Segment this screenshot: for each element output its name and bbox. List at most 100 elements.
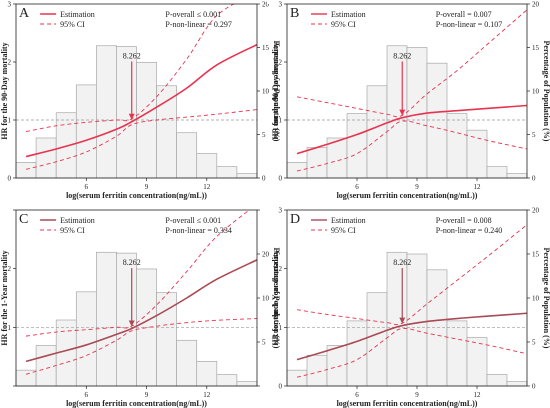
x-tick-label: 9: [145, 183, 149, 191]
histogram-bar: [55, 112, 77, 179]
knot-label: 8.262: [123, 258, 141, 267]
clip-mask-top: [267, 202, 547, 210]
histogram-bar: [35, 345, 57, 387]
x-tick-label: 12: [474, 183, 482, 191]
stat-p-nonlinear: P-non-linear = 0.297: [165, 20, 232, 29]
stat-p-overall: P-overall = 0.007: [436, 10, 492, 19]
x-axis-label: log(serum ferritin concentration(ng/mL)): [337, 191, 478, 200]
histogram-bar: [176, 339, 198, 387]
legend-estimation-label: Estimation: [60, 216, 95, 225]
histogram-bar: [326, 345, 348, 387]
histogram-bar: [236, 173, 258, 179]
histogram-bar: [466, 337, 488, 387]
y-tick-label: 2: [8, 59, 12, 67]
histogram-bar: [75, 84, 97, 179]
y-tick-label: 0: [279, 383, 283, 391]
y2-axis-label: Percentage of Population (%): [542, 41, 550, 142]
x-tick-label: 9: [415, 391, 419, 399]
histogram-bar: [286, 369, 308, 387]
estimation-line: [25, 43, 258, 158]
y2-tick-label: 20: [262, 1, 270, 9]
y-tick-label: 0: [279, 175, 283, 183]
histogram-bar: [15, 162, 37, 179]
histogram-bar: [156, 85, 177, 179]
knot-label: 8.262: [393, 51, 411, 60]
histogram-bar: [446, 320, 468, 387]
histogram-bar: [446, 113, 468, 179]
histogram-bar: [346, 113, 368, 179]
histogram: [286, 45, 528, 179]
y-tick-label: 1: [8, 117, 12, 125]
histogram-bar: [75, 291, 97, 387]
histogram-bar: [366, 85, 388, 179]
x-tick-label: 9: [415, 183, 419, 191]
y-tick-label: 2: [279, 59, 283, 67]
y2-tick-label: 10: [532, 295, 540, 303]
histogram-bar: [96, 251, 117, 387]
y-axis-label: HR for the 90-Day mortality: [271, 42, 280, 139]
histogram-bar: [35, 137, 57, 179]
knot-label: 8.262: [123, 51, 141, 60]
histogram-bar: [366, 292, 388, 387]
x-tick-label: 12: [203, 391, 211, 399]
x-tick-label: 9: [145, 391, 149, 399]
x-axis-label: log(serum ferritin concentration(ng/mL)): [66, 191, 207, 200]
y2-tick-label: 0: [532, 175, 536, 183]
y-tick-label: 3: [279, 1, 283, 9]
histogram-bar: [346, 320, 368, 387]
y2-tick-label: 10: [262, 88, 270, 96]
y-tick-label: 2: [8, 265, 12, 273]
y2-tick-label: 5: [262, 131, 266, 139]
clip-mask-top: [0, 0, 277, 4]
y-axis-label: HR for the 90-Day mortality: [0, 42, 9, 139]
y2-tick-label: 15: [532, 44, 540, 52]
stat-p-nonlinear: P-non-linear = 0.240: [436, 226, 503, 235]
legend-estimation-label: Estimation: [331, 10, 366, 19]
histogram: [286, 251, 528, 387]
y2-tick-label: 10: [262, 295, 270, 303]
x-tick-label: 6: [85, 183, 89, 191]
legend-estimation-label: Estimation: [60, 10, 95, 19]
x-tick-label: 6: [355, 183, 359, 191]
histogram-bar: [176, 132, 198, 179]
x-tick-label: 6: [85, 391, 89, 399]
histogram-bar: [506, 173, 528, 179]
histogram-bar: [306, 354, 328, 387]
y-tick-label: 3: [279, 207, 283, 215]
x-tick-label: 12: [474, 391, 482, 399]
ci-lower-line: [25, 318, 258, 375]
histogram-bar: [96, 45, 117, 179]
y2-tick-label: 5: [532, 131, 536, 139]
stat-p-nonlinear: P-non-linear = 0.334: [165, 226, 232, 235]
y2-tick-label: 15: [262, 44, 270, 52]
y2-tick-label: 0: [262, 175, 266, 183]
histogram-bar: [466, 129, 488, 179]
panel-letter: A: [19, 6, 30, 21]
histogram-bar: [486, 374, 508, 387]
y-tick-label: 2: [279, 265, 283, 273]
panel-letter: C: [19, 212, 28, 227]
y2-tick-label: 20: [262, 251, 270, 259]
y2-tick-label: 20: [532, 1, 540, 9]
y2-tick-label: 0: [532, 383, 536, 391]
stat-p-overall: P-overall ≤ 0.001: [165, 216, 221, 225]
legend-ci-label: 95% CI: [60, 20, 85, 29]
x-tick-label: 12: [203, 183, 211, 191]
histogram-bar: [486, 166, 508, 179]
histogram-bar: [426, 269, 448, 387]
y-axis-label: HR for the 1-Year mortality: [271, 250, 280, 345]
histogram-bar: [506, 381, 528, 387]
x-axis-label: log(serum ferritin concentration(ng/mL)): [66, 399, 207, 408]
estimation-line: [296, 104, 528, 155]
legend-ci-label: 95% CI: [331, 20, 356, 29]
y-tick-label: 1: [8, 324, 12, 332]
knot-arrowhead: [128, 113, 135, 120]
histogram-bar: [116, 46, 137, 179]
y-tick-label: 1: [279, 117, 283, 125]
y2-tick-label: 5: [532, 339, 536, 347]
